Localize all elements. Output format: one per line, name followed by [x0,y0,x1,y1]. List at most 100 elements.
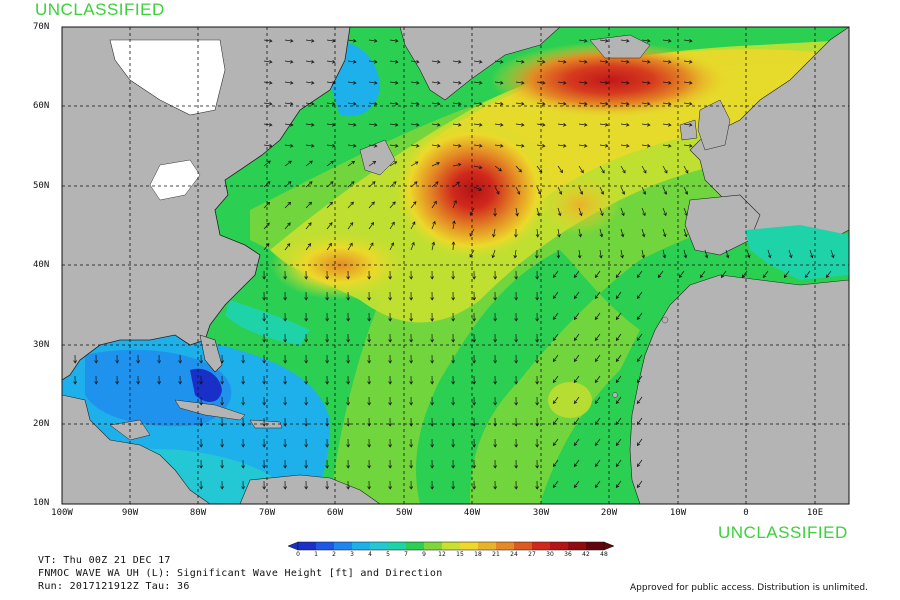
direction-arrow-head [604,144,609,148]
direction-arrow-head [578,233,583,238]
direction-arrow-head [604,81,609,85]
direction-arrow [305,144,314,147]
direction-arrow-head [514,444,519,448]
direction-arrow [578,81,587,84]
direction-arrow-head [594,463,599,468]
direction-arrow-head [636,400,641,405]
lat-label-50n: 50N [33,181,50,191]
direction-arrow-head [469,212,474,216]
direction-arrow-head [451,465,456,469]
direction-arrow [431,221,436,230]
direction-arrow-head [325,297,330,301]
direction-arrow-head [520,144,525,148]
direction-arrow [431,144,440,147]
direction-arrow-head [515,212,519,217]
direction-arrow [305,201,312,209]
direction-arrow-head [535,486,540,490]
direction-arrow [473,165,482,169]
direction-arrow-head [604,60,609,64]
colorbar-tick-label: 1 [314,551,318,558]
direction-arrow-head [636,358,641,363]
direction-arrow [616,354,622,362]
direction-arrow-head [451,423,456,427]
direction-arrow-head [431,241,436,246]
direction-arrow [305,222,312,230]
direction-arrow-head [304,444,309,448]
direction-arrow-head [642,212,646,217]
direction-arrow-head [646,102,651,106]
direction-arrow [553,291,559,299]
direction-arrow-head [625,81,630,85]
direction-arrow [553,459,559,467]
direction-arrow-head [552,400,557,405]
direction-arrow-head [220,444,225,448]
direction-arrow-head [573,442,578,447]
direction-arrow-head [514,423,519,427]
colorbar-cell [370,542,388,550]
direction-arrow-head [430,318,435,322]
direction-arrow [263,144,272,147]
direction-arrow [305,181,313,188]
direction-arrow-head [594,274,599,279]
run-info: Run: 2017121912Z Tau: 36 [38,581,190,592]
direction-arrow-head [308,201,312,206]
direction-arrow-head [552,421,557,426]
direction-arrow-head [331,81,336,85]
direction-arrow [389,144,398,147]
direction-arrow-head [310,39,315,43]
direction-arrow-head [436,144,441,148]
direction-arrow-head [367,402,372,406]
direction-arrow-head [573,295,578,300]
direction-arrow-head [388,444,393,448]
direction-arrow [805,270,811,278]
direction-arrow [469,249,475,258]
direction-arrow-head [373,39,378,43]
colorbar-tick-label: 9 [422,551,426,558]
direction-arrow [683,39,692,42]
direction-arrow-head [636,379,641,384]
direction-arrow-head [388,465,393,469]
direction-arrow-head [493,423,498,427]
direction-arrow-head [325,360,330,364]
direction-arrow [347,161,355,167]
direction-arrow-head [457,102,462,106]
direction-arrow [683,60,692,63]
direction-arrow [700,270,706,278]
direction-arrow-head [241,486,246,490]
direction-arrow-head [646,123,651,127]
direction-arrow [284,123,293,126]
mid-atlantic-swell [540,175,620,235]
direction-arrow-head [642,191,647,195]
direction-arrow-head [331,60,336,64]
colorbar-cell [478,542,496,550]
direction-arrow-head [330,160,334,165]
greenland [399,27,561,101]
direction-arrow [389,201,396,209]
direction-arrow-head [594,442,599,447]
direction-arrow-head [643,169,647,174]
direction-arrow-head [625,123,630,127]
colorbar-cell [352,542,370,550]
ireland [679,119,698,141]
direction-arrow [515,207,518,216]
direction-arrow-head [394,39,399,43]
direction-arrow [620,102,629,105]
direction-arrow [410,201,417,209]
direction-arrow [389,161,397,167]
direction-arrow [263,81,272,84]
direction-arrow-head [493,318,498,322]
direction-arrow-head [268,123,273,127]
direction-arrow-head [283,318,288,322]
direction-arrow-head [472,423,477,427]
direction-arrow [641,81,650,84]
direction-arrow [494,102,503,105]
direction-arrow [347,201,354,209]
direction-arrow-head [241,402,246,406]
direction-arrow [616,459,622,467]
direction-arrow-head [594,337,599,342]
direction-arrow [263,102,272,105]
direction-arrow-head [409,486,414,490]
direction-arrow-head [262,423,267,427]
direction-arrow [620,60,629,63]
direction-arrow-head [804,274,809,279]
